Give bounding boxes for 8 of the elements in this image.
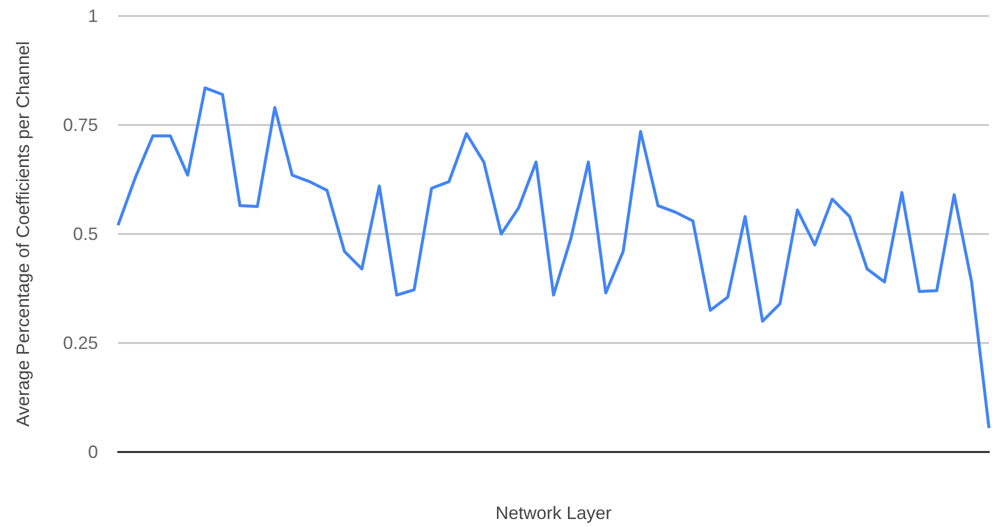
- y-tick-label: 1: [88, 6, 98, 26]
- y-tick-label: 0.25: [62, 333, 98, 353]
- y-tick-label: 0.5: [72, 224, 98, 244]
- y-tick-label: 0.75: [62, 115, 98, 135]
- y-tick-label: 0: [88, 442, 98, 462]
- x-axis-title: Network Layer: [495, 503, 612, 523]
- y-axis-title: Average Percentage of Coefficients per Channel: [13, 41, 33, 427]
- line-series: [116, 86, 990, 430]
